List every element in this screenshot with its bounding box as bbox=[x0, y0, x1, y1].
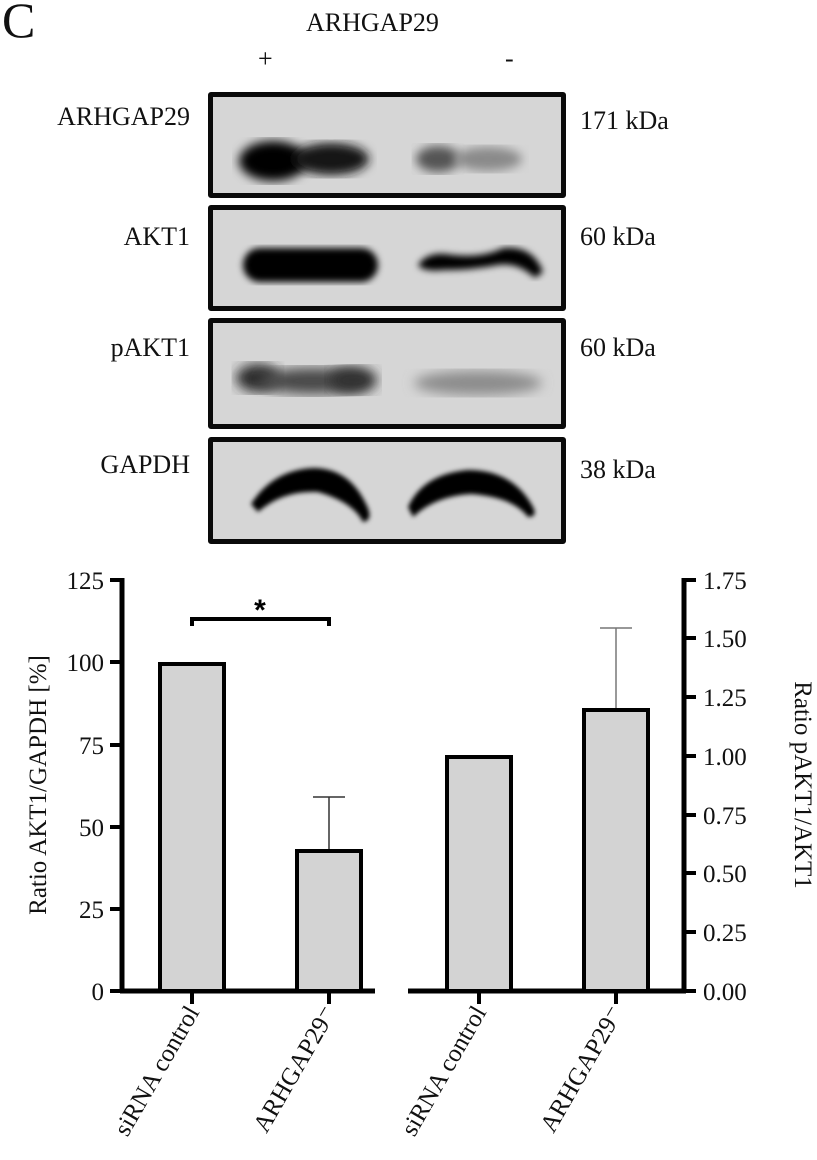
blot-label-arhgap29: ARHGAP29 bbox=[57, 102, 190, 131]
right-tick-0.50: 0.50 bbox=[703, 861, 747, 888]
right-tick-0.00: 0.00 bbox=[703, 979, 747, 1006]
left-axis-title: Ratio AKT1/GAPDH [%] bbox=[25, 655, 52, 915]
left-tick-50: 50 bbox=[79, 815, 104, 842]
panel-letter: C bbox=[2, 0, 36, 48]
bar-akt1-siRNA-control bbox=[158, 662, 226, 993]
blot-bands bbox=[239, 141, 522, 181]
left-tick-125: 125 bbox=[67, 568, 105, 595]
blot-pakt1 bbox=[208, 318, 566, 429]
bar-akt1-arhgap29 bbox=[295, 849, 363, 993]
right-tick-1.00: 1.00 bbox=[703, 744, 747, 771]
left-y-axis: 0 25 50 75 100 125 Ratio AKT1/GAPDH [%] bbox=[25, 568, 125, 1006]
xlabel-left-arhgap29: ARHGAP29⁻ bbox=[248, 1002, 342, 1138]
blot-kda-akt1: 60 kDa bbox=[580, 222, 656, 251]
bar-pakt1-arhgap29 bbox=[582, 708, 650, 993]
blot-bands bbox=[243, 247, 543, 282]
condition-title: ARHGAP29 bbox=[306, 8, 439, 37]
lane-plus-label: + bbox=[258, 44, 273, 73]
right-tick-1.25: 1.25 bbox=[703, 685, 747, 712]
left-tick-25: 25 bbox=[79, 897, 104, 924]
left-tick-100: 100 bbox=[67, 650, 105, 677]
right-axis-title: Ratio pAKT1/AKT1 bbox=[789, 681, 816, 889]
right-tick-1.75: 1.75 bbox=[703, 568, 747, 595]
blot-akt1 bbox=[208, 205, 566, 311]
blot-label-pakt1: pAKT1 bbox=[110, 333, 190, 362]
left-tick-0: 0 bbox=[92, 979, 105, 1006]
blot-kda-pakt1: 60 kDa bbox=[580, 333, 656, 362]
right-tick-1.50: 1.50 bbox=[703, 626, 747, 653]
xlabel-right-arhgap29: ARHGAP29⁻ bbox=[535, 1002, 629, 1138]
blot-label-akt1: AKT1 bbox=[123, 222, 190, 251]
right-tick-0.25: 0.25 bbox=[703, 920, 747, 947]
blot-bands bbox=[236, 364, 542, 395]
xlabel-right-siRNA-control: siRNA control bbox=[396, 1001, 492, 1140]
significance-star: * bbox=[254, 594, 266, 627]
lane-minus-label: - bbox=[505, 44, 514, 73]
right-tick-0.75: 0.75 bbox=[703, 803, 747, 830]
significance-bracket: * bbox=[190, 594, 331, 627]
blot-label-gapdh: GAPDH bbox=[100, 450, 190, 479]
xlabel-left-siRNA-control: siRNA control bbox=[109, 1001, 205, 1140]
blot-kda-gapdh: 38 kDa bbox=[580, 455, 656, 484]
blot-gapdh bbox=[208, 437, 566, 544]
bar-chart: 0 25 50 75 100 125 Ratio AKT1/GAPDH [%] … bbox=[25, 568, 816, 1141]
right-y-axis: 0.00 0.25 0.50 0.75 1.00 1.25 1.50 1.75 … bbox=[681, 568, 816, 1006]
left-tick-75: 75 bbox=[79, 733, 104, 760]
bar-pakt1-siRNA-control bbox=[445, 755, 513, 993]
blot-kda-arhgap29: 171 kDa bbox=[580, 106, 669, 135]
x-ticks bbox=[190, 991, 618, 1004]
blot-arhgap29 bbox=[208, 92, 566, 198]
blot-bands bbox=[251, 468, 535, 522]
